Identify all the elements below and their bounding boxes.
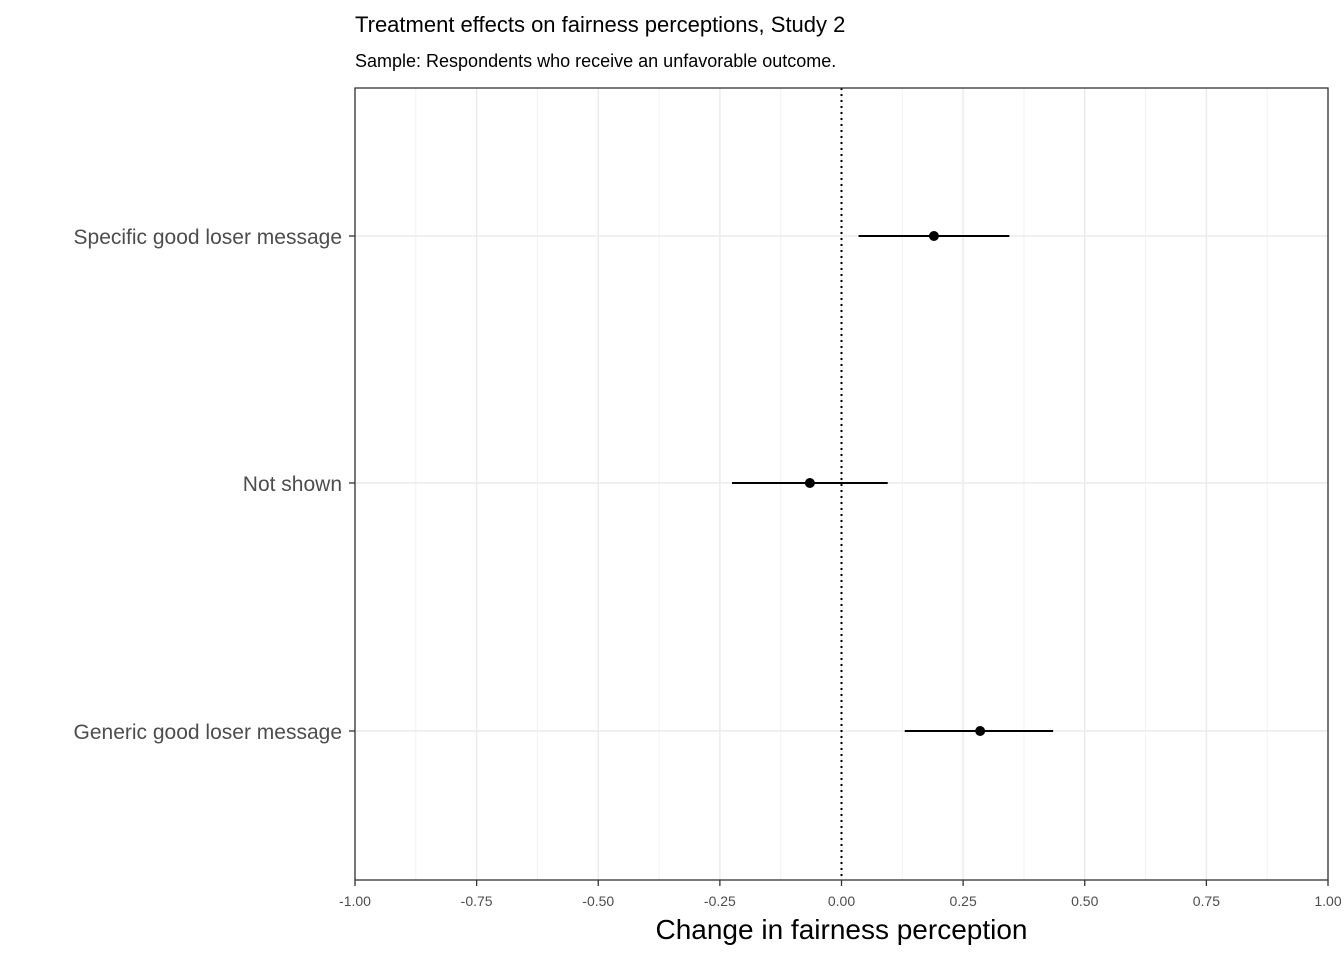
x-tick-label: 0.25: [950, 893, 977, 909]
y-tick-label: Not shown: [243, 473, 342, 496]
x-tick-label: -1.00: [339, 893, 371, 909]
x-tick-label: 0.75: [1193, 893, 1220, 909]
chart-title: Treatment effects on fairness perception…: [355, 12, 846, 37]
x-tick-label: 0.00: [828, 893, 855, 909]
x-tick-label: 0.50: [1071, 893, 1098, 909]
x-axis: -1.00 -0.75 -0.50 -0.25 0.00 0.25 0.50 0.75 1.00: [339, 880, 1342, 909]
y-tick-label: Generic good loser message: [74, 721, 342, 744]
x-tick-label: -0.25: [704, 893, 736, 909]
chart-subtitle: Sample: Respondents who receive an unfav…: [355, 51, 837, 71]
y-axis: Specific good loser message Not shown Gene…: [74, 226, 355, 744]
x-axis-label: Change in fairness perception: [655, 914, 1027, 945]
x-tick-label: -0.75: [461, 893, 493, 909]
x-tick-label: -0.50: [582, 893, 614, 909]
point-estimate: [975, 726, 986, 736]
x-tick-label: 1.00: [1314, 893, 1341, 909]
data-marks: [732, 231, 1054, 736]
point-estimate: [928, 231, 939, 241]
y-tick-label: Specific good loser message: [74, 226, 342, 249]
point-estimate: [804, 478, 815, 488]
